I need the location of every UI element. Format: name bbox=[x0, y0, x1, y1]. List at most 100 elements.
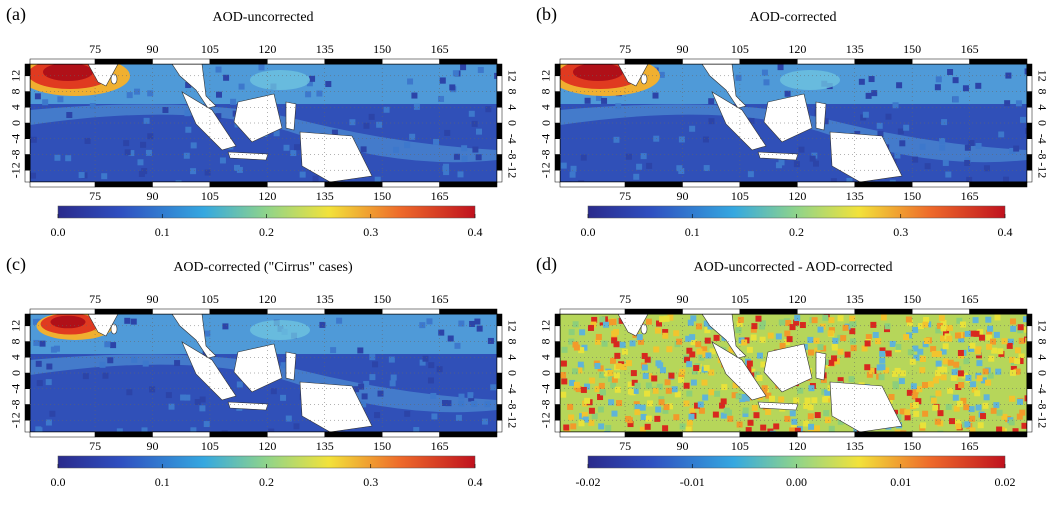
lat-tick-label: -8 bbox=[539, 149, 553, 159]
map-cell bbox=[831, 355, 838, 362]
map-cell bbox=[751, 323, 758, 330]
map-cell bbox=[389, 380, 396, 387]
panel-label: (c) bbox=[6, 254, 26, 275]
lat-tick-label: -12 bbox=[1035, 162, 1049, 178]
map-cell bbox=[942, 343, 949, 350]
lat-tick-label: -4 bbox=[505, 384, 519, 394]
lat-tick-label: -4 bbox=[539, 384, 553, 394]
map-cell bbox=[880, 314, 887, 321]
border-segment bbox=[496, 419, 503, 433]
border-segment bbox=[94, 431, 153, 438]
lon-tick-label: 105 bbox=[201, 439, 219, 453]
lon-tick-label: 90 bbox=[676, 292, 688, 306]
border-segment bbox=[439, 181, 498, 188]
map-cell bbox=[968, 345, 975, 352]
map-cell bbox=[695, 341, 702, 348]
map-cell bbox=[747, 419, 754, 426]
lon-tick-label: 120 bbox=[788, 439, 806, 453]
map-cell bbox=[316, 90, 323, 97]
border-segment bbox=[739, 431, 798, 438]
colorbar-tick-label: 0.2 bbox=[789, 225, 804, 239]
map-cell bbox=[651, 375, 658, 382]
map-cell bbox=[986, 329, 993, 336]
panel-title: AOD-uncorrected - AOD-corrected bbox=[693, 260, 892, 275]
map-cell bbox=[1017, 398, 1024, 405]
map-cell bbox=[560, 162, 567, 169]
map-cell bbox=[141, 427, 148, 432]
map-cell bbox=[934, 84, 941, 91]
lon-tick-label: 105 bbox=[201, 292, 219, 306]
lon-tick-label: 90 bbox=[146, 42, 158, 56]
map-cell bbox=[1019, 116, 1026, 123]
map-cell bbox=[679, 368, 686, 375]
lon-tick-label: 165 bbox=[961, 42, 979, 56]
map-cell bbox=[1014, 358, 1021, 365]
lat-tick-label: -4 bbox=[505, 134, 519, 144]
map-cell bbox=[703, 364, 710, 371]
map-cell bbox=[594, 386, 601, 393]
map-cell bbox=[561, 346, 568, 353]
lat-tick-label: 12 bbox=[539, 70, 553, 82]
border-segment bbox=[1026, 388, 1033, 405]
border-segment bbox=[1026, 75, 1033, 92]
map-cell bbox=[736, 320, 743, 327]
map-cell bbox=[694, 402, 701, 409]
map-cell bbox=[808, 385, 815, 392]
lat-tick-label: -8 bbox=[1035, 399, 1049, 409]
map-cell bbox=[36, 427, 43, 432]
map-cell bbox=[654, 415, 661, 422]
map-cell bbox=[630, 370, 637, 377]
map-cell bbox=[945, 171, 952, 178]
map-cell bbox=[376, 121, 383, 128]
border-segment bbox=[24, 388, 31, 405]
map-cell bbox=[759, 320, 766, 327]
map-cell bbox=[894, 367, 901, 374]
map-cell bbox=[920, 422, 927, 429]
map-cell bbox=[431, 413, 438, 420]
map-cell bbox=[947, 69, 954, 76]
map-cell bbox=[690, 315, 697, 322]
map-cell bbox=[36, 380, 43, 387]
map-cell bbox=[952, 394, 959, 401]
lon-tick-label: 150 bbox=[373, 189, 391, 203]
map-cell bbox=[865, 334, 872, 341]
map-cell bbox=[824, 389, 831, 396]
panel: (d) AOD-uncorrected - AOD-corrected 75 75 90… bbox=[536, 254, 1049, 489]
map-cell bbox=[975, 348, 982, 355]
map-cell bbox=[831, 344, 838, 351]
map-cell bbox=[53, 345, 60, 352]
border-segment bbox=[29, 58, 96, 65]
map-cell bbox=[578, 420, 585, 427]
map-cell bbox=[363, 380, 370, 387]
map-cell bbox=[658, 396, 665, 403]
map-cell bbox=[634, 404, 641, 411]
lat-tick-label: -12 bbox=[1035, 412, 1049, 428]
map-cell bbox=[569, 171, 576, 178]
map-cell bbox=[702, 136, 709, 143]
map-cell bbox=[222, 323, 229, 330]
map-cell bbox=[632, 387, 639, 394]
border-segment bbox=[209, 431, 268, 438]
border-segment bbox=[496, 313, 503, 327]
lon-tick-label: 135 bbox=[316, 439, 334, 453]
map-cell bbox=[673, 330, 680, 337]
panel-label: (d) bbox=[536, 254, 557, 275]
lon-tick-label: 150 bbox=[903, 292, 921, 306]
border-segment bbox=[554, 325, 561, 342]
map-cell bbox=[995, 368, 1002, 375]
map-cell bbox=[190, 427, 197, 432]
map-cell bbox=[947, 359, 954, 366]
map-cell bbox=[653, 346, 660, 353]
map-cell bbox=[977, 422, 984, 429]
map-cell bbox=[430, 392, 437, 399]
map-cell bbox=[903, 334, 910, 341]
map-cell bbox=[789, 324, 796, 331]
map-cell bbox=[858, 78, 865, 85]
border-segment bbox=[324, 58, 383, 65]
lon-tick-label: 90 bbox=[146, 439, 158, 453]
map-cell bbox=[916, 386, 923, 393]
map-cell bbox=[471, 400, 478, 407]
lat-tick-label: -4 bbox=[1035, 134, 1049, 144]
map-cell bbox=[427, 377, 434, 384]
map-cell bbox=[460, 64, 467, 71]
